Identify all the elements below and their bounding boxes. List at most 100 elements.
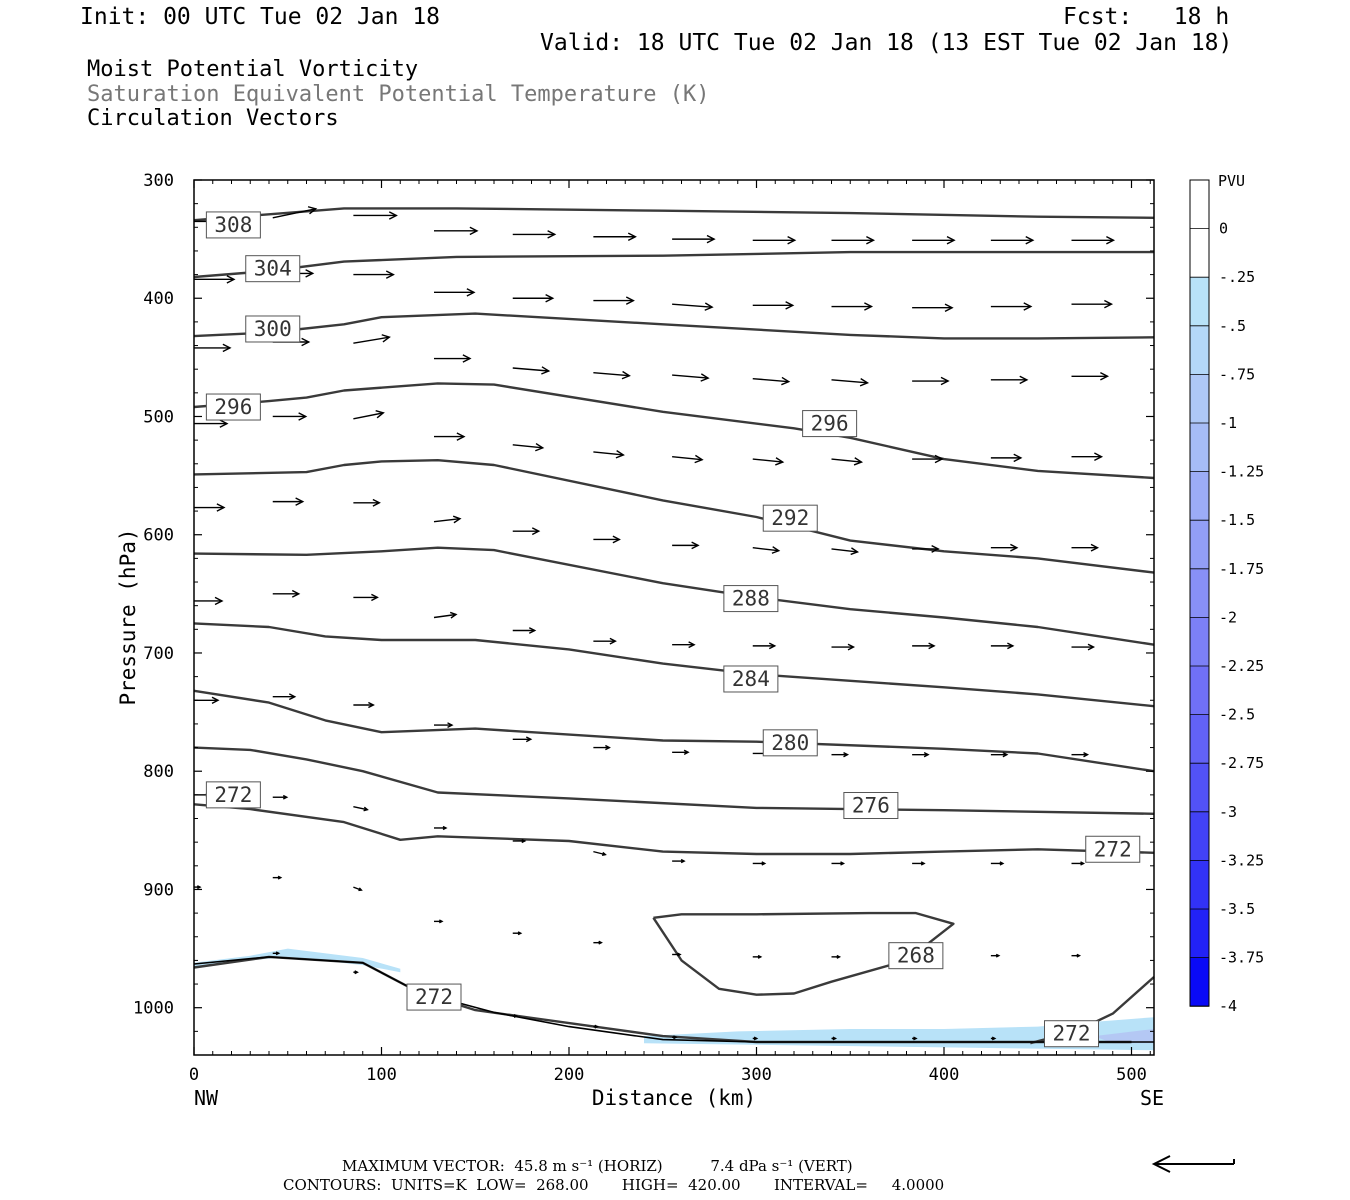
plot-frame bbox=[193, 179, 1155, 1056]
vector-head bbox=[1094, 452, 1104, 461]
vector-shaft bbox=[831, 379, 868, 384]
vector-shaft bbox=[752, 547, 779, 552]
vector-shaft bbox=[272, 208, 316, 219]
colorbar-swatch bbox=[1190, 909, 1209, 958]
vector-head bbox=[275, 951, 281, 956]
circulation-vector bbox=[512, 627, 537, 634]
colorbar: 0 -.25 -.5 -.75 -1 -1.25 -1.5 -1.75 -2 -2.25 -2.5 -… bbox=[1189, 179, 1264, 1015]
circulation-vector bbox=[831, 643, 856, 651]
vector-head bbox=[704, 302, 714, 311]
contour-label: 272 bbox=[205, 781, 261, 809]
circulation-vector bbox=[672, 952, 682, 957]
circulation-vector bbox=[272, 497, 305, 506]
circulation-vector bbox=[272, 206, 318, 219]
vector-head bbox=[452, 515, 462, 524]
colorbar-label: -3 bbox=[1219, 803, 1237, 821]
circulation-vector bbox=[672, 541, 700, 550]
vector-head bbox=[517, 931, 523, 936]
vector-head bbox=[1013, 453, 1023, 463]
vector-head bbox=[442, 825, 448, 831]
circulation-vector bbox=[433, 611, 458, 619]
vector-shaft bbox=[672, 455, 703, 461]
circulation-vector bbox=[672, 454, 704, 464]
circulation-vector bbox=[194, 596, 224, 606]
colorbar-swatch bbox=[1190, 957, 1209, 1007]
vector-head bbox=[282, 794, 289, 800]
vector-head bbox=[1076, 953, 1082, 958]
y-tick-label: 800 bbox=[143, 762, 174, 782]
vector-head bbox=[612, 535, 621, 544]
colorbar-label: -.5 bbox=[1219, 317, 1246, 335]
vector-head bbox=[363, 806, 369, 812]
colorbar-swatch bbox=[1190, 714, 1209, 764]
vector-shaft bbox=[831, 458, 862, 463]
vector-head bbox=[469, 226, 479, 236]
circulation-vector bbox=[1071, 953, 1082, 958]
x-tick-label: 400 bbox=[929, 1065, 960, 1085]
circulation-vector bbox=[831, 302, 874, 311]
vector-shaft bbox=[512, 367, 549, 372]
contour-280 bbox=[193, 689, 1155, 773]
vector-head bbox=[291, 589, 301, 598]
contour-label: 268 bbox=[888, 942, 944, 970]
circulation-vector bbox=[353, 593, 379, 602]
vector-head bbox=[995, 953, 1001, 958]
circulation-vector bbox=[353, 334, 391, 344]
contour-300 bbox=[193, 312, 1155, 340]
vector-head bbox=[771, 546, 781, 554]
contour-label-box bbox=[888, 942, 944, 970]
vector-head bbox=[680, 858, 686, 864]
colorbar-label: -3.5 bbox=[1219, 900, 1255, 918]
vector-head bbox=[625, 296, 635, 305]
colorbar-swatch bbox=[1190, 763, 1209, 812]
vector-head bbox=[850, 547, 860, 556]
colorbar-swatch bbox=[1190, 520, 1209, 569]
vector-head bbox=[923, 752, 930, 758]
vector-head bbox=[866, 236, 876, 245]
colorbar-swatch bbox=[1190, 180, 1209, 229]
contour-label-text: 272 bbox=[415, 985, 453, 1009]
contour-label-text: 308 bbox=[214, 213, 252, 237]
vector-head bbox=[843, 752, 850, 758]
title-mpv: Moist Potential Vorticity bbox=[87, 57, 419, 82]
vector-head bbox=[375, 410, 385, 419]
vector-head bbox=[913, 1036, 918, 1041]
vector-shaft bbox=[512, 444, 543, 449]
vector-head bbox=[832, 1036, 838, 1041]
x-tick-label: 500 bbox=[1116, 1065, 1147, 1085]
colorbar-swatch bbox=[1190, 568, 1209, 618]
circulation-vector bbox=[752, 546, 781, 554]
circulation-vector bbox=[752, 376, 791, 386]
vector-head bbox=[864, 302, 874, 311]
vector-head bbox=[214, 596, 224, 606]
contour-label-box bbox=[205, 393, 261, 421]
circulation-vector bbox=[434, 432, 466, 441]
y-tick-label: 700 bbox=[143, 644, 174, 664]
circulation-vector bbox=[752, 301, 795, 310]
vector-head bbox=[1007, 642, 1015, 650]
title-vectors: Circulation Vectors bbox=[87, 106, 339, 131]
contour-label: 296 bbox=[802, 410, 858, 438]
vector-head bbox=[840, 861, 846, 866]
vector-head bbox=[222, 343, 232, 353]
vector-head bbox=[1019, 375, 1029, 385]
vector-shaft bbox=[831, 548, 858, 553]
vector-head bbox=[1087, 643, 1096, 651]
contour-label-box bbox=[843, 792, 899, 820]
vector-head bbox=[288, 693, 297, 701]
circulation-vector bbox=[1071, 752, 1090, 758]
vector-head bbox=[295, 497, 305, 506]
y-tick-label: 600 bbox=[143, 526, 174, 546]
circulation-vector bbox=[752, 457, 785, 466]
contour-label-box bbox=[406, 983, 462, 1011]
circulation-vector bbox=[831, 861, 846, 866]
colorbar-label: -.25 bbox=[1219, 268, 1255, 286]
vector-head bbox=[462, 354, 472, 363]
circulation-vector bbox=[512, 838, 527, 844]
circulation-vector bbox=[512, 527, 541, 536]
y-tick-label: 500 bbox=[143, 407, 174, 427]
vector-head bbox=[368, 701, 375, 709]
vector-head bbox=[683, 749, 690, 755]
contour-label-text: 280 bbox=[771, 731, 809, 755]
circulation-vector bbox=[990, 453, 1023, 463]
